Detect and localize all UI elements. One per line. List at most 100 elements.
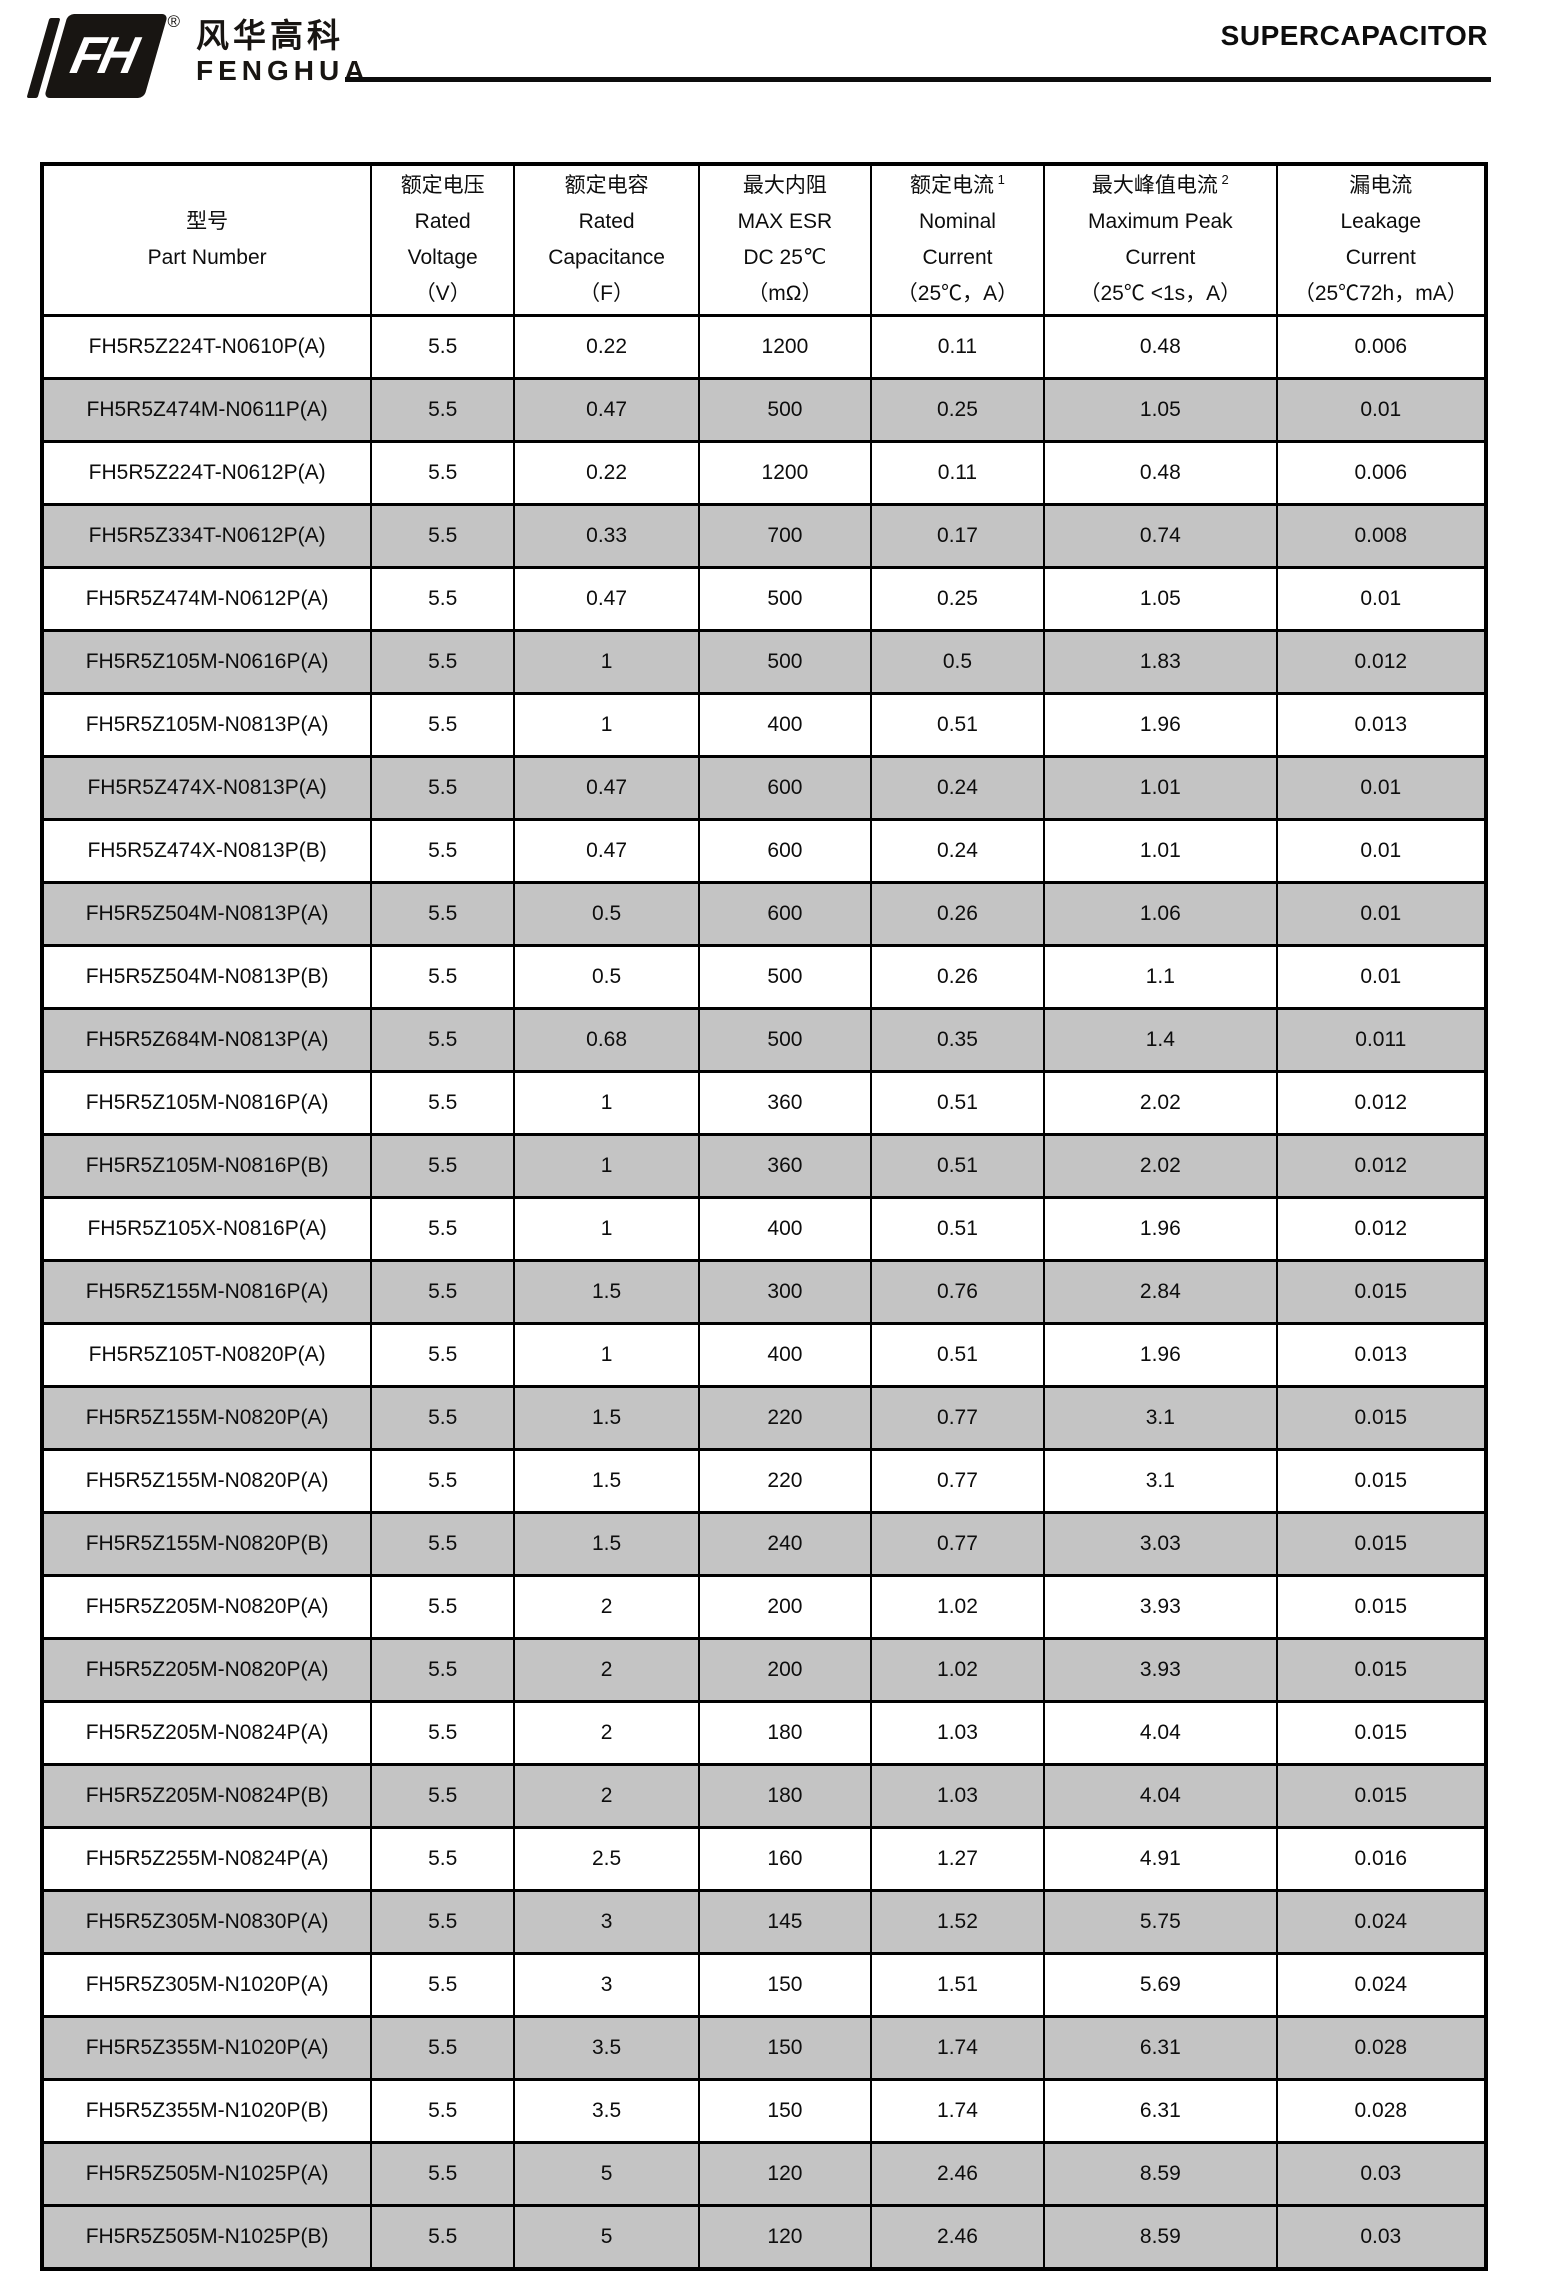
- value-cell: 4.04: [1043, 1763, 1278, 1829]
- logo-fh-monogram: FH: [66, 27, 140, 85]
- part-number-cell: FH5R5Z505M-N1025P(B): [40, 2204, 373, 2271]
- brand-logo: FH ® 风华高科 FENGHUA: [26, 10, 370, 98]
- column-header-line: 额定电容: [564, 174, 649, 197]
- value-cell: 5.5: [370, 755, 516, 821]
- value-cell: 0.015: [1275, 1385, 1488, 1451]
- value-cell: 0.22: [513, 440, 700, 506]
- value-cell: 5.5: [370, 692, 516, 758]
- value-cell: 5: [513, 2204, 700, 2271]
- column-header-line: Current: [922, 246, 993, 269]
- column-header-line: （25℃ <1s，A）: [1079, 282, 1242, 305]
- table-row: FH5R5Z504M-N0813P(A) 5.5 0.5 600 0.26 1.06 0.0…: [40, 881, 1488, 947]
- part-number-cell: FH5R5Z155M-N0820P(B): [40, 1511, 373, 1577]
- value-cell: 6.31: [1043, 2078, 1278, 2144]
- table-row: FH5R5Z105M-N0616P(A) 5.5 1 500 0.5 1.83 0.012: [40, 629, 1488, 695]
- value-cell: 1.96: [1043, 1196, 1278, 1262]
- brand-name-english: FENGHUA: [196, 55, 370, 86]
- column-header-line: Current: [1125, 246, 1196, 269]
- value-cell: 5.5: [370, 314, 516, 380]
- part-number-cell: FH5R5Z474X-N0813P(B): [40, 818, 373, 884]
- column-header-line: （F）: [579, 282, 634, 305]
- column-header-line: 最大内阻: [742, 174, 827, 197]
- part-number-cell: FH5R5Z505M-N1025P(A): [40, 2141, 373, 2207]
- brand-name-chinese: 风华高科: [196, 17, 344, 54]
- value-cell: 1.5: [513, 1511, 700, 1577]
- value-cell: 1.03: [869, 1700, 1046, 1766]
- column-header-line: （25℃72h，mA）: [1293, 282, 1468, 305]
- value-cell: 1.05: [1043, 377, 1278, 443]
- table-row: FH5R5Z505M-N1025P(B) 5.5 5 120 2.46 8.59 0.03: [40, 2204, 1488, 2271]
- table-row: FH5R5Z684M-N0813P(A) 5.5 0.68 500 0.35 1.4 0.0…: [40, 1007, 1488, 1073]
- value-cell: 0.51: [869, 1070, 1046, 1136]
- value-cell: 0.012: [1275, 629, 1488, 695]
- column-header-line: 型号: [186, 210, 229, 233]
- part-number-cell: FH5R5Z474X-N0813P(A): [40, 755, 373, 821]
- value-cell: 600: [698, 818, 872, 884]
- value-cell: 0.77: [869, 1385, 1046, 1451]
- value-cell: 145: [698, 1889, 872, 1955]
- column-header-line: Rated: [414, 210, 471, 233]
- part-number-cell: FH5R5Z224T-N0610P(A): [40, 314, 373, 380]
- value-cell: 0.26: [869, 944, 1046, 1010]
- table-row: FH5R5Z224T-N0612P(A) 5.5 0.22 1200 0.11 0.48 0…: [40, 440, 1488, 506]
- table-row: FH5R5Z155M-N0820P(A) 5.5 1.5 220 0.77 3.1 0.01…: [40, 1448, 1488, 1514]
- part-number-cell: FH5R5Z105M-N0816P(A): [40, 1070, 373, 1136]
- part-number-cell: FH5R5Z105T-N0820P(A): [40, 1322, 373, 1388]
- value-cell: 5.5: [370, 440, 516, 506]
- part-number-cell: FH5R5Z224T-N0612P(A): [40, 440, 373, 506]
- value-cell: 4.04: [1043, 1700, 1278, 1766]
- value-cell: 2.5: [513, 1826, 700, 1892]
- value-cell: 5.5: [370, 944, 516, 1010]
- value-cell: 1.03: [869, 1763, 1046, 1829]
- column-header-line: DC 25℃: [743, 246, 827, 269]
- value-cell: 3.93: [1043, 1574, 1278, 1640]
- value-cell: 5.5: [370, 2015, 516, 2081]
- value-cell: 0.013: [1275, 1322, 1488, 1388]
- value-cell: 0.5: [513, 881, 700, 947]
- column-header-line: 额定电流 1: [910, 172, 1005, 197]
- part-number-cell: FH5R5Z684M-N0813P(A): [40, 1007, 373, 1073]
- column-header-line: Voltage: [407, 246, 478, 269]
- value-cell: 3.1: [1043, 1385, 1278, 1451]
- value-cell: 5.5: [370, 1070, 516, 1136]
- value-cell: 500: [698, 629, 872, 695]
- value-cell: 0.012: [1275, 1133, 1488, 1199]
- value-cell: 180: [698, 1700, 872, 1766]
- table-row: FH5R5Z105M-N0816P(B) 5.5 1 360 0.51 2.02 0.012: [40, 1133, 1488, 1199]
- table-row: FH5R5Z474M-N0612P(A) 5.5 0.47 500 0.25 1.05 0.…: [40, 566, 1488, 632]
- value-cell: 1.96: [1043, 692, 1278, 758]
- value-cell: 0.006: [1275, 440, 1488, 506]
- value-cell: 0.015: [1275, 1637, 1488, 1703]
- part-number-cell: FH5R5Z305M-N0830P(A): [40, 1889, 373, 1955]
- value-cell: 0.028: [1275, 2078, 1488, 2144]
- value-cell: 5.5: [370, 881, 516, 947]
- value-cell: 0.024: [1275, 1952, 1488, 2018]
- value-cell: 5.5: [370, 1700, 516, 1766]
- value-cell: 150: [698, 2078, 872, 2144]
- value-cell: 2: [513, 1637, 700, 1703]
- table-row: FH5R5Z305M-N1020P(A) 5.5 3 150 1.51 5.69 0.024: [40, 1952, 1488, 2018]
- value-cell: 0.028: [1275, 2015, 1488, 2081]
- value-cell: 0.48: [1043, 314, 1278, 380]
- value-cell: 0.68: [513, 1007, 700, 1073]
- part-number-cell: FH5R5Z105M-N0816P(B): [40, 1133, 373, 1199]
- value-cell: 0.015: [1275, 1574, 1488, 1640]
- value-cell: 1.01: [1043, 818, 1278, 884]
- value-cell: 1.27: [869, 1826, 1046, 1892]
- column-header-line: Rated: [578, 210, 635, 233]
- value-cell: 1: [513, 1196, 700, 1262]
- value-cell: 3.5: [513, 2078, 700, 2144]
- logo-block: FH: [43, 14, 169, 98]
- value-cell: 1.5: [513, 1385, 700, 1451]
- part-number-cell: FH5R5Z105X-N0816P(A): [40, 1196, 373, 1262]
- value-cell: 1.83: [1043, 629, 1278, 695]
- value-cell: 0.006: [1275, 314, 1488, 380]
- value-cell: 1.51: [869, 1952, 1046, 2018]
- value-cell: 0.47: [513, 566, 700, 632]
- footnote-marker: 1: [994, 172, 1005, 187]
- value-cell: 150: [698, 2015, 872, 2081]
- table-row: FH5R5Z504M-N0813P(B) 5.5 0.5 500 0.26 1.1 0.01: [40, 944, 1488, 1010]
- value-cell: 400: [698, 1196, 872, 1262]
- column-header-line: Nominal: [918, 210, 996, 233]
